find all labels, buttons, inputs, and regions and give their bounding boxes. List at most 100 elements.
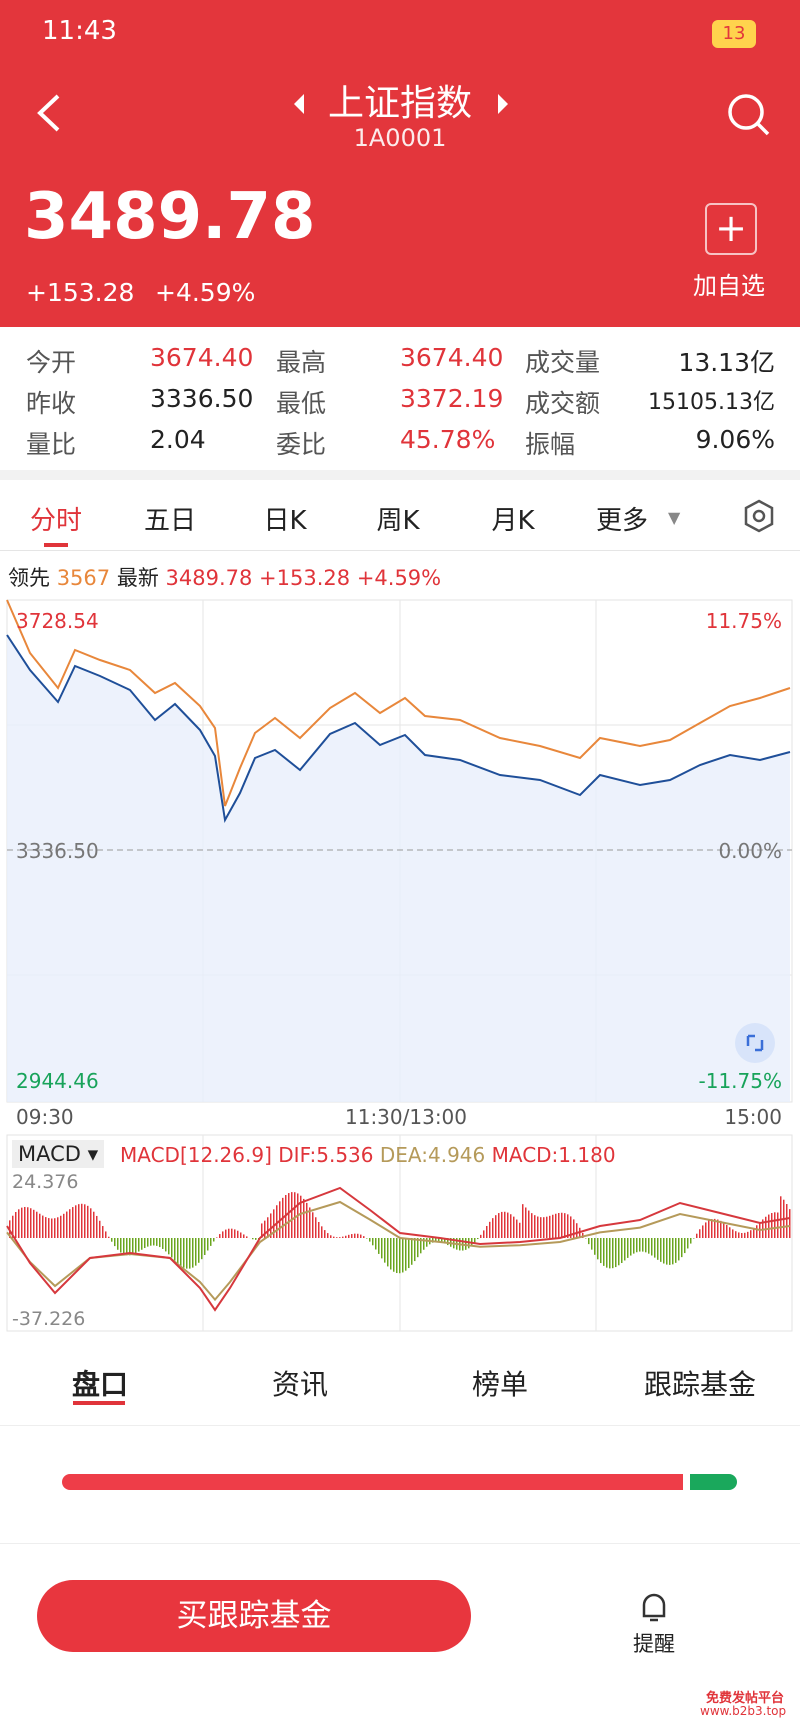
sell-bar: [690, 1474, 737, 1490]
macd-bar: [198, 1238, 200, 1263]
reminder-icon[interactable]: [636, 1590, 672, 1626]
macd-bar: [696, 1233, 698, 1238]
macd-bar: [555, 1213, 557, 1238]
macd-bar: [87, 1205, 89, 1238]
separator: [0, 470, 800, 480]
macd-bar: [327, 1233, 329, 1238]
macd-bar: [435, 1238, 437, 1242]
macd-bar: [522, 1204, 524, 1238]
macd-bar: [729, 1227, 731, 1238]
macd-bar: [594, 1238, 596, 1255]
macd-bar: [153, 1238, 155, 1246]
dif-line: [6, 1186, 791, 1312]
dif-value: DIF:5.536: [278, 1143, 374, 1167]
macd-bar: [507, 1212, 509, 1238]
latest-value: 3489.78: [165, 566, 253, 590]
macd-bar: [684, 1238, 686, 1254]
macd-bar: [480, 1234, 482, 1238]
back-button[interactable]: [30, 90, 70, 136]
macd-bar: [384, 1238, 386, 1263]
macd-bar: [636, 1238, 638, 1253]
bottom-tab[interactable]: 盘口: [71, 1368, 129, 1401]
macd-bar: [84, 1204, 86, 1238]
macd-bar: [192, 1238, 194, 1268]
period-tab[interactable]: 日K: [263, 506, 307, 536]
stat-label: 最高: [276, 348, 327, 377]
macd-bar: [699, 1229, 701, 1238]
macd-bar: [642, 1238, 644, 1252]
macd-bar: [183, 1238, 185, 1268]
macd-bar: [510, 1214, 512, 1238]
add-watch-button[interactable]: +: [705, 203, 757, 255]
macd-bar: [186, 1238, 188, 1269]
stat-label: 振幅: [525, 430, 576, 459]
macd-bar: [264, 1220, 266, 1238]
macd-selector-label: MACD: [18, 1142, 81, 1166]
macd-bar: [369, 1238, 371, 1242]
price-area: [7, 635, 790, 1102]
macd-selector[interactable]: MACD ▾: [12, 1140, 105, 1168]
stat-value: 3674.40: [150, 343, 254, 372]
bottom-pct: -11.75%: [698, 1069, 782, 1093]
bottom-tab[interactable]: 榜单: [471, 1368, 529, 1401]
macd-bar: [237, 1230, 239, 1238]
stat-value: 3674.40: [400, 343, 504, 372]
mid-pct: 0.00%: [718, 839, 782, 863]
macd-bar: [33, 1209, 35, 1238]
stat-label: 昨收: [26, 389, 77, 418]
macd-bar: [309, 1207, 311, 1238]
reminder-label: 提醒: [633, 1632, 675, 1656]
bottom-tab[interactable]: 资讯: [271, 1368, 329, 1401]
macd-bar: [627, 1238, 629, 1258]
buy-fund-button[interactable]: 买跟踪基金: [37, 1580, 471, 1652]
fullscreen-button[interactable]: [735, 1023, 775, 1063]
period-tab[interactable]: 周K: [376, 506, 420, 536]
macd-bar: [288, 1193, 290, 1238]
macd-bar: [39, 1213, 41, 1238]
macd-bar: [180, 1238, 182, 1266]
macd-bar: [366, 1238, 368, 1239]
macd-bar: [726, 1224, 728, 1238]
period-tab[interactable]: 五日: [143, 506, 197, 536]
macd-bar: [504, 1211, 506, 1238]
macd-bar: [102, 1226, 104, 1238]
macd-bar: [405, 1238, 407, 1271]
macd-bar: [600, 1238, 602, 1264]
macd-bar: [441, 1238, 443, 1243]
macd-bar: [666, 1238, 668, 1265]
macd-bar: [651, 1238, 653, 1256]
macd-bar: [576, 1223, 578, 1238]
change: +153.28: [26, 278, 135, 307]
macd-bar: [702, 1225, 704, 1238]
macd-value: MACD:1.180: [491, 1143, 616, 1167]
macd-bar: [540, 1217, 542, 1238]
mid-price: 3336.50: [16, 839, 99, 863]
stat-label: 委比: [276, 430, 327, 459]
period-tab[interactable]: 分时: [29, 506, 83, 536]
macd-bar: [93, 1211, 95, 1238]
macd-bar: [15, 1212, 17, 1238]
macd-bar: [336, 1237, 338, 1238]
top-price: 3728.54: [16, 609, 99, 633]
macd-bar: [240, 1232, 242, 1238]
period-tab[interactable]: 更多: [595, 506, 649, 536]
macd-bar: [150, 1238, 152, 1246]
macd-bar: [564, 1213, 566, 1238]
period-tab[interactable]: 月K: [491, 506, 535, 536]
macd-bar: [390, 1238, 392, 1270]
macd-bar: [774, 1212, 776, 1238]
macd-bar: [678, 1238, 680, 1261]
macd-bar: [567, 1214, 569, 1238]
macd-bar: [486, 1225, 488, 1238]
macd-bar: [303, 1198, 305, 1238]
settings-button[interactable]: [742, 498, 776, 534]
search-button[interactable]: [724, 90, 774, 140]
macd-bar: [639, 1238, 641, 1252]
macd-bar: [570, 1216, 572, 1238]
bottom-tab[interactable]: 跟踪基金: [643, 1368, 757, 1401]
buy-bar: [62, 1474, 683, 1490]
macd-bar: [114, 1238, 116, 1247]
macd-bar: [315, 1217, 317, 1238]
prev-arrow[interactable]: [290, 92, 310, 116]
next-arrow[interactable]: [492, 92, 512, 116]
